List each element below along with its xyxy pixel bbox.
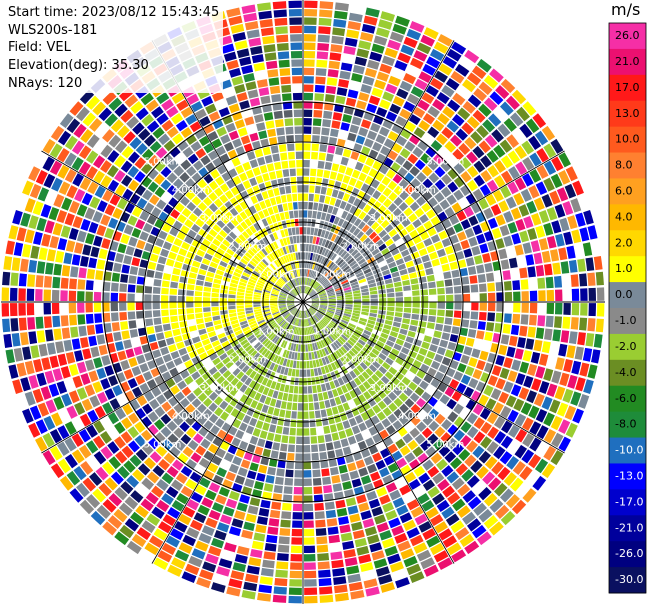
velocity-field-gates: [1, 0, 605, 604]
range-ring-label: 4.00km: [172, 185, 210, 196]
range-ring-label: 1.00km: [313, 326, 351, 337]
start-time-label: Start time: 2023/08/12 15:43:45: [8, 5, 220, 20]
range-ring-label: 1.00km: [257, 270, 295, 281]
range-ring-label: 2.00km: [342, 355, 380, 366]
range-ring-label: 3.00km: [200, 213, 238, 224]
range-ring-label: 5.00km: [144, 439, 182, 450]
range-ring: [102, 101, 504, 503]
nrays-label: NRays: 120: [8, 76, 83, 91]
range-ring-label: 3.00km: [370, 383, 408, 394]
scan-info-panel: Start time: 2023/08/12 15:43:45 WLS200s-…: [6, 4, 224, 93]
field-label: Field: VEL: [8, 40, 71, 55]
range-ring: [222, 221, 384, 383]
range-ring-label: 5.00km: [426, 157, 464, 168]
range-ring-label: 3.00km: [200, 383, 238, 394]
range-ring-label: 4.00km: [398, 411, 436, 422]
range-ring-grid: 1.00km 1.00km 1.00km 1.00km 2.00km 2.00km 2.00…: [1, 0, 605, 604]
range-ring: [142, 141, 464, 463]
range-ring: [182, 181, 424, 423]
range-ring-label: 4.00km: [398, 185, 436, 196]
range-ring-label: 2.00km: [342, 241, 380, 252]
range-ring-label: 1.00km: [313, 270, 351, 281]
range-ring-label: 4.00km: [172, 411, 210, 422]
range-ring-label: 5.00km: [426, 439, 464, 450]
range-ring-label: 2.00km: [228, 355, 266, 366]
range-ring-label: 2.00km: [228, 241, 266, 252]
instrument-label: WLS200s-181: [8, 22, 98, 38]
elevation-label: Elevation(deg): 35.30: [8, 57, 149, 73]
range-ring-label: 5.00km: [144, 157, 182, 168]
range-ring-label: 3.00km: [370, 213, 408, 224]
range-ring: [262, 261, 344, 343]
range-ring-label: 1.00km: [257, 326, 295, 337]
colorbar-unit: m/s: [611, 0, 641, 19]
